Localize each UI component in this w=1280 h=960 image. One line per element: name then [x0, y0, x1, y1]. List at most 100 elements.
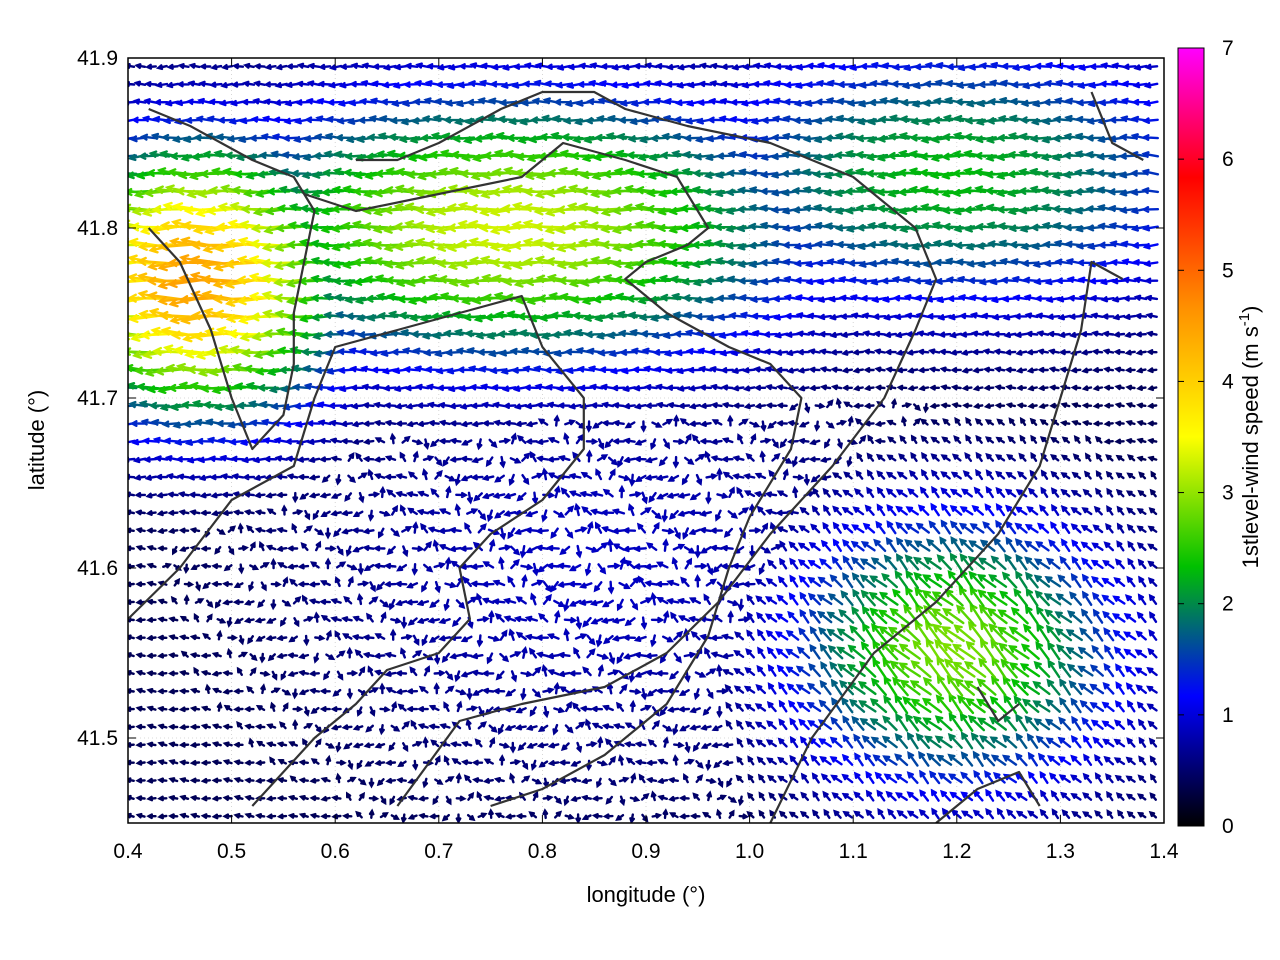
wind-arrow [547, 437, 560, 444]
wind-arrow [222, 599, 233, 606]
wind-arrow [765, 577, 778, 587]
wind-arrow [622, 634, 636, 641]
wind-arrow [461, 439, 473, 446]
wind-arrow [546, 401, 560, 408]
wind-arrow [128, 367, 138, 372]
wind-arrow [827, 295, 843, 303]
wind-arrow [445, 776, 455, 783]
wind-arrow [748, 527, 762, 534]
wind-arrow [646, 688, 658, 697]
wind-arrow [855, 469, 864, 480]
wind-arrow [357, 472, 368, 480]
wind-arrow [422, 455, 435, 462]
wind-arrow [695, 774, 704, 783]
wind-arrow [406, 170, 433, 179]
wind-arrow [571, 311, 595, 320]
wind-arrow [186, 365, 216, 374]
wind-arrow [325, 527, 331, 540]
wind-arrow [1081, 590, 1093, 606]
wind-arrow [776, 664, 788, 677]
wind-arrow [629, 688, 642, 695]
wind-arrow [272, 116, 289, 124]
wind-arrow [361, 222, 389, 231]
wind-arrow [227, 525, 237, 533]
wind-arrow [743, 564, 756, 571]
wind-arrow [995, 789, 1006, 802]
wind-arrow [254, 617, 266, 624]
wind-arrow [886, 520, 897, 535]
wind-arrow [1082, 488, 1093, 498]
wind-arrow [913, 63, 931, 71]
wind-arrow [716, 794, 728, 801]
x-tick-label: 0.8 [528, 840, 557, 863]
wind-arrow [280, 670, 287, 681]
wind-arrow [504, 813, 516, 820]
wind-arrow [877, 609, 899, 624]
wind-arrow [216, 528, 226, 535]
wind-arrow [571, 702, 581, 712]
wind-arrow [841, 792, 854, 801]
wind-arrow [785, 349, 800, 356]
wind-arrow [319, 706, 331, 712]
wind-arrow [591, 795, 603, 802]
wind-arrow [396, 564, 408, 572]
wind-arrow [341, 724, 353, 731]
wind-arrow [829, 574, 843, 588]
wind-arrow [838, 294, 854, 302]
wind-arrow [665, 384, 680, 391]
wind-arrow [168, 759, 179, 765]
wind-arrow [1137, 811, 1147, 819]
wind-arrow [341, 528, 353, 535]
wind-arrow [618, 776, 630, 783]
wind-arrow [266, 508, 277, 515]
wind-arrow [585, 438, 599, 445]
wind-arrow [668, 510, 679, 520]
wind-arrow [1071, 420, 1082, 426]
wind-arrow [395, 491, 408, 497]
wind-arrow [651, 510, 662, 520]
colorbar-title-sup: -1 [1236, 313, 1253, 326]
wind-arrow [694, 545, 701, 559]
wind-arrow [732, 455, 745, 462]
wind-arrow [502, 277, 531, 286]
wind-arrow [299, 492, 309, 500]
wind-arrow [512, 63, 528, 70]
wind-arrow [760, 420, 767, 433]
wind-arrow [655, 561, 669, 569]
wind-arrow [738, 813, 750, 820]
wind-arrow [744, 703, 756, 712]
wind-arrow [746, 611, 755, 623]
wind-arrow [612, 420, 625, 427]
wind-arrow [1051, 808, 1060, 820]
wind-arrow [200, 384, 226, 393]
wind-arrow [885, 790, 897, 802]
wind-arrow [804, 81, 822, 88]
wind-arrow [1105, 454, 1114, 462]
y-tick-label: 41.9 [77, 47, 118, 70]
wind-arrow [456, 700, 463, 713]
wind-arrow [1114, 402, 1125, 408]
wind-arrow [178, 724, 190, 730]
wind-arrow [352, 546, 364, 553]
wind-arrow [564, 505, 575, 516]
wind-arrow [555, 81, 572, 89]
wind-arrow [997, 609, 1019, 624]
wind-arrow [937, 772, 952, 784]
wind-arrow [546, 169, 574, 178]
wind-arrow [589, 402, 604, 409]
wind-arrow [1092, 403, 1103, 409]
wind-arrow [743, 403, 756, 410]
wind-arrow [255, 704, 266, 712]
wind-arrow [1125, 438, 1136, 444]
wind-arrow [1136, 525, 1147, 533]
wind-arrow [1065, 646, 1083, 659]
wind-arrow [1111, 296, 1126, 303]
wind-arrow [528, 647, 538, 659]
wind-arrow [223, 564, 233, 572]
wind-arrow [1134, 331, 1147, 338]
wind-arrow [1071, 471, 1082, 480]
wind-arrow [490, 384, 506, 391]
wind-arrow [1024, 312, 1039, 319]
wind-arrow [891, 276, 909, 283]
wind-arrow [865, 770, 875, 784]
